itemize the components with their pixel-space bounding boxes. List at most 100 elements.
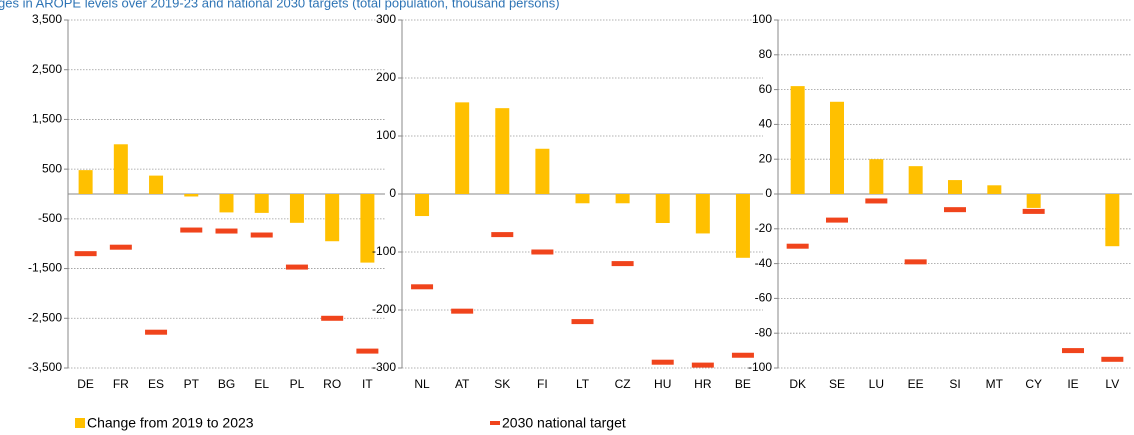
target-marker [691,362,714,368]
bar [360,194,375,263]
bar [184,194,199,197]
bar [1026,194,1041,208]
bar [575,194,590,204]
target-marker [944,207,966,213]
x-tick-label: LT [576,377,590,391]
target-marker [215,228,238,234]
x-tick-label: ES [148,377,164,391]
target-marker [285,264,308,270]
bar [289,194,304,223]
x-tick-label: RO [323,377,341,391]
x-tick-label: DK [789,377,806,391]
x-tick-label: BE [735,377,751,391]
bar [455,102,470,194]
x-tick-label: SK [494,377,510,391]
legend-swatch [490,421,500,425]
y-tick-label: -300 [372,360,396,374]
target-marker [531,249,554,255]
bar [78,170,93,194]
y-tick-label: -100 [372,244,396,258]
legend-swatch [75,418,85,428]
target-marker [1022,208,1045,214]
bar [254,194,269,213]
y-tick-label: -3,500 [28,360,62,374]
target-marker [109,244,132,250]
y-tick-label: 3,500 [32,12,62,26]
bar [735,194,750,258]
y-tick-label: -2,500 [28,310,62,324]
x-tick-label: BG [218,377,235,391]
bar [987,185,1002,194]
x-tick-label: IE [1067,377,1078,391]
target-marker [451,308,474,314]
target-marker [145,329,168,335]
x-tick-label: MT [986,377,1004,391]
bar [908,166,923,194]
x-tick-label: SE [829,377,845,391]
figure-title: ges in AROPE levels over 2019-23 and nat… [0,0,560,10]
target-marker [1101,356,1124,362]
bar [790,86,805,194]
y-tick-label: -80 [755,325,773,339]
y-tick-label: 60 [759,82,773,96]
y-tick-label: -200 [372,302,396,316]
y-tick-label: 80 [759,47,773,61]
y-tick-label: -1,500 [28,261,62,275]
bar [615,194,630,204]
x-tick-label: LV [1105,377,1119,391]
bar [695,194,710,234]
bar [948,180,962,194]
y-tick-label: 100 [376,128,396,142]
target-marker [321,315,344,321]
y-tick-label: 0 [389,186,396,200]
legend-label: 2030 national target [502,415,626,431]
target-marker [74,251,97,257]
target-marker [731,352,754,358]
bar [1105,194,1120,247]
y-tick-label: -20 [755,221,773,235]
y-tick-label: -60 [755,291,773,305]
target-marker [826,217,848,223]
target-marker [904,259,927,265]
x-tick-label: AT [455,377,470,391]
bar [655,194,670,223]
y-tick-label: 2,500 [32,62,62,76]
x-tick-label: LU [869,377,884,391]
x-tick-label: PL [290,377,305,391]
bar [869,159,884,194]
target-marker [571,319,594,325]
bar [415,194,430,217]
target-marker [491,232,514,238]
x-tick-label: HR [694,377,712,391]
target-marker [865,198,888,204]
x-tick-label: FR [113,377,129,391]
y-tick-label: 40 [759,117,773,131]
target-marker [1062,348,1084,354]
bar [535,148,550,194]
y-tick-label: -500 [38,211,62,225]
bar [325,194,340,242]
x-tick-label: HU [654,377,671,391]
y-tick-label: 500 [42,161,62,175]
target-marker [786,243,809,249]
y-tick-label: 300 [376,12,396,26]
y-tick-label: 0 [765,186,772,200]
target-marker [356,348,379,354]
x-tick-label: PT [184,377,200,391]
y-tick-label: -40 [755,256,773,270]
y-tick-label: -100 [748,360,772,374]
bar [830,101,844,194]
bar [495,108,510,194]
target-marker [180,227,203,233]
legend-label: Change from 2019 to 2023 [87,415,254,431]
target-marker [411,284,434,290]
x-tick-label: CY [1025,377,1042,391]
x-tick-label: CZ [615,377,631,391]
x-tick-label: EL [254,377,269,391]
bar [149,175,164,194]
x-tick-label: EE [908,377,924,391]
x-tick-label: IT [362,377,373,391]
target-marker [651,359,674,365]
y-tick-label: 1,500 [32,112,62,126]
